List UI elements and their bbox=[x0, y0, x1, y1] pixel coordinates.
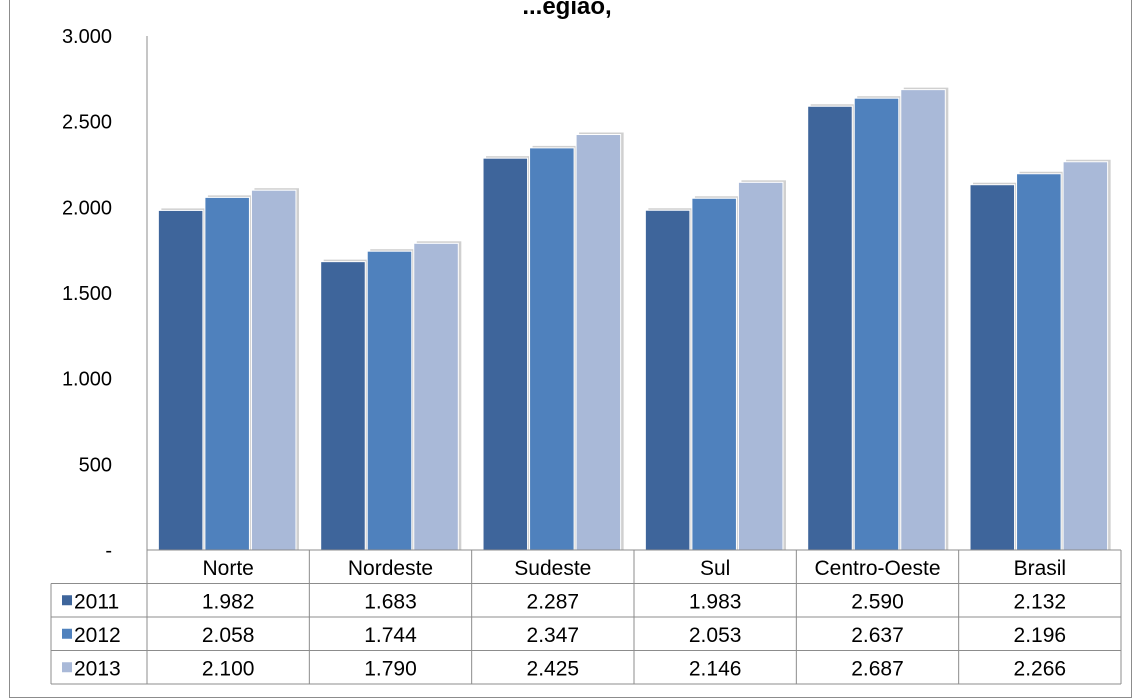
data-cell: 2.146 bbox=[689, 657, 742, 680]
bar-2013-brasil bbox=[1062, 161, 1109, 551]
bar-2013-sudeste bbox=[575, 134, 622, 551]
data-cell: 1.982 bbox=[202, 590, 255, 613]
bar-2012-centro-oeste bbox=[853, 97, 900, 551]
data-cell: 2.266 bbox=[1014, 657, 1067, 680]
legend-key-2013 bbox=[62, 662, 72, 673]
data-cell: 1.983 bbox=[689, 590, 742, 613]
data-cell: 1.790 bbox=[364, 657, 417, 680]
category-label: Sul bbox=[700, 557, 730, 580]
bar-2013-norte bbox=[250, 189, 297, 551]
category-label: Sudeste bbox=[514, 557, 591, 580]
bar-2012-nordeste bbox=[366, 250, 413, 551]
y-tick-label: 1.000 bbox=[62, 369, 112, 391]
legend-label-2013: 2013 bbox=[74, 657, 121, 680]
category-label: Brasil bbox=[1014, 557, 1067, 580]
data-cell: 2.287 bbox=[527, 590, 580, 613]
data-cell: 2.196 bbox=[1014, 624, 1067, 647]
bar-2011-brasil bbox=[969, 184, 1016, 551]
bar-2013-centro-oeste bbox=[900, 89, 946, 551]
chart-title: ...egião, bbox=[522, 0, 611, 20]
bar-2011-nordeste bbox=[320, 261, 366, 551]
category-label: Nordeste bbox=[348, 557, 433, 580]
y-tick-label: 2.000 bbox=[62, 197, 112, 219]
data-cell: 2.637 bbox=[851, 624, 904, 647]
y-axis: - 500 1.000 1.500 2.000 2.500 3.000 bbox=[62, 26, 148, 562]
category-label: Centro-Oeste bbox=[814, 557, 940, 580]
bar-2012-brasil bbox=[1016, 173, 1062, 551]
y-tick-label: 3.000 bbox=[62, 26, 112, 48]
data-cell: 2.132 bbox=[1014, 590, 1067, 613]
data-cell: 1.744 bbox=[364, 624, 417, 647]
bar-2012-sul bbox=[691, 197, 737, 551]
data-cell: 2.590 bbox=[851, 590, 904, 613]
legend-label-2012: 2012 bbox=[74, 624, 121, 647]
y-tick-label: - bbox=[105, 540, 112, 562]
bar-2012-norte bbox=[204, 196, 250, 551]
legend-key-2011 bbox=[62, 595, 72, 606]
bars bbox=[157, 87, 1111, 551]
data-cell: 2.425 bbox=[527, 657, 580, 680]
data-cell: 2.053 bbox=[689, 624, 742, 647]
data-cell: 1.683 bbox=[364, 590, 417, 613]
chart-frame bbox=[9, 0, 1132, 698]
data-cell: 2.687 bbox=[851, 657, 904, 680]
bar-2011-sul bbox=[644, 209, 691, 551]
bar-2011-norte bbox=[157, 209, 204, 551]
data-cell: 2.347 bbox=[527, 624, 580, 647]
legend-label-2011: 2011 bbox=[74, 590, 119, 613]
legend-key-2012 bbox=[62, 628, 72, 639]
data-cell: 2.058 bbox=[202, 624, 255, 647]
data-cell: 2.100 bbox=[202, 657, 255, 680]
bar-2012-sudeste bbox=[529, 147, 575, 551]
data-table: Norte Nordeste Sudeste Sul Centro-Oeste Brasi… bbox=[50, 549, 1122, 685]
bar-2013-nordeste bbox=[413, 242, 459, 551]
bar-2011-centro-oeste bbox=[807, 105, 853, 551]
y-tick-label: 2.500 bbox=[62, 112, 112, 134]
category-label: Norte bbox=[202, 557, 253, 580]
y-tick-label: 1.500 bbox=[62, 283, 112, 305]
bar-2011-sudeste bbox=[482, 157, 529, 551]
bar-2013-sul bbox=[737, 181, 784, 551]
y-tick-label: 500 bbox=[79, 454, 112, 476]
